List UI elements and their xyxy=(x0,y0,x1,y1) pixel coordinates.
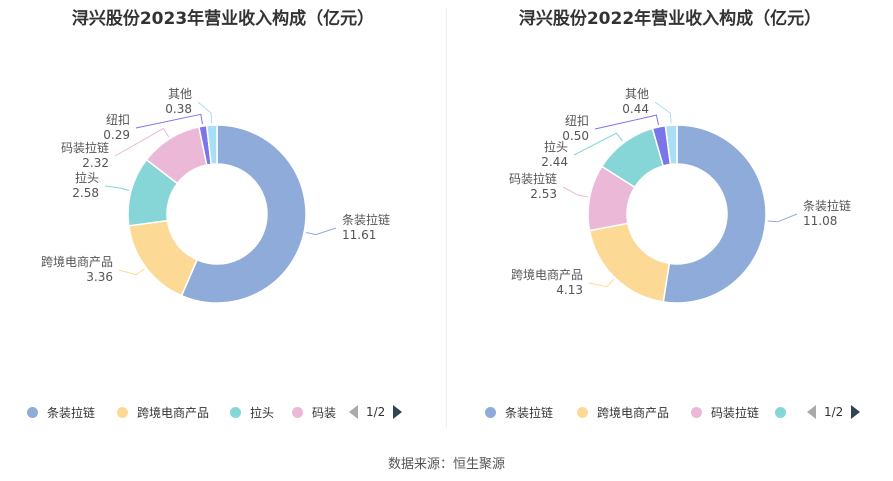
leader-line xyxy=(767,213,798,223)
chart-panel-2023: 浔兴股份2023年营业收入构成（亿元） 条装拉链 11.61 跨境电商产品 3.36 拉… xyxy=(0,0,446,430)
leader-line xyxy=(114,127,170,157)
leader-line xyxy=(573,132,623,156)
slice-value-label: 2.53 xyxy=(530,187,557,201)
legend-dot xyxy=(230,406,241,418)
legend-dot xyxy=(292,406,303,418)
slice-value-label: 3.36 xyxy=(86,270,113,284)
panel-divider xyxy=(446,8,447,428)
slice-label: 其他 xyxy=(168,87,192,101)
slice-value-label: 2.44 xyxy=(541,155,568,169)
slice-value-label: 11.61 xyxy=(342,228,376,242)
legend-dot xyxy=(485,406,496,418)
legend-label: 码装 xyxy=(312,405,337,420)
slice-label: 码装拉链 xyxy=(61,140,109,155)
slice-label: 条装拉链 xyxy=(803,198,851,213)
donut-slice[interactable] xyxy=(127,219,199,297)
chart-title-2022: 浔兴股份2022年营业收入构成（亿元） xyxy=(518,9,822,29)
slice-label: 拉头 xyxy=(544,139,568,154)
legend-item[interactable]: 拉头 xyxy=(230,402,274,422)
legend-label: 跨境电商产品 xyxy=(137,405,210,420)
leader-line xyxy=(305,227,337,236)
legend-label: 跨境电商产品 xyxy=(597,405,670,420)
slice-label: 跨境电商产品 xyxy=(41,254,113,269)
donut-slice[interactable] xyxy=(664,124,678,166)
slice-value-label: 2.58 xyxy=(72,186,99,200)
legend-2023: 条装拉链 跨境电商产品 拉头 码装 1/2 xyxy=(0,402,446,424)
pager-text: 1/2 xyxy=(366,405,386,419)
slice-value-label: 0.44 xyxy=(622,102,649,116)
legend-label: 条装拉链 xyxy=(47,405,96,420)
pager-next-icon[interactable] xyxy=(851,405,861,419)
legend-pager: 1/2 xyxy=(349,402,403,422)
legend-item[interactable]: 跨境电商产品 xyxy=(577,402,669,422)
slice-label: 码装拉链 xyxy=(509,171,557,186)
slice-label: 纽扣 xyxy=(106,113,130,127)
slice-value-label: 11.08 xyxy=(803,214,837,228)
chart-title-2023: 浔兴股份2023年营业收入构成（亿元） xyxy=(71,9,375,29)
legend-item[interactable]: 码装 xyxy=(292,402,336,422)
legend-item[interactable] xyxy=(775,402,795,422)
legend-label: 码装拉链 xyxy=(711,405,760,420)
legend-dot xyxy=(691,406,702,418)
donut-slice[interactable] xyxy=(205,124,218,166)
pager-prev-icon[interactable] xyxy=(807,405,816,419)
slice-label: 条装拉链 xyxy=(342,212,390,227)
slice-label: 拉头 xyxy=(75,170,99,185)
legend-item[interactable]: 条装拉链 xyxy=(485,402,553,422)
leader-line xyxy=(118,268,145,276)
legend-dot xyxy=(775,406,786,418)
legend-2022: 条装拉链 跨境电商产品 码装拉链 1/2 xyxy=(447,402,893,424)
pager-prev-icon[interactable] xyxy=(349,405,358,419)
legend-pager: 1/2 xyxy=(807,402,861,422)
slice-value-label: 4.13 xyxy=(556,283,583,297)
legend-dot xyxy=(577,406,588,418)
data-source-note: 数据来源：恒生聚源 xyxy=(387,457,505,472)
leader-line xyxy=(594,114,659,130)
legend-item[interactable]: 码装拉链 xyxy=(691,402,759,422)
donut-slice[interactable] xyxy=(662,124,767,304)
legend-label: 条装拉链 xyxy=(505,405,554,420)
legend-item[interactable]: 跨境电商产品 xyxy=(117,402,209,422)
legend-dot xyxy=(27,406,38,418)
slice-value-label: 0.38 xyxy=(165,102,192,116)
leader-line xyxy=(562,186,588,198)
leader-line xyxy=(104,185,130,191)
slice-label: 其他 xyxy=(625,87,649,101)
slice-value-label: 0.29 xyxy=(103,128,130,142)
pager-next-icon[interactable] xyxy=(393,405,403,419)
leader-line xyxy=(135,113,203,129)
slice-value-label: 2.32 xyxy=(82,156,109,170)
slice-value-label: 0.50 xyxy=(562,129,589,143)
leader-line xyxy=(654,101,672,124)
leader-line xyxy=(197,101,213,124)
slice-label: 跨境电商产品 xyxy=(511,267,583,282)
leader-line xyxy=(588,279,615,288)
legend-item[interactable]: 条装拉链 xyxy=(27,402,95,422)
legend-dot xyxy=(117,406,128,418)
legend-label: 拉头 xyxy=(250,405,275,420)
donut-slice[interactable] xyxy=(588,222,671,303)
chart-panel-2022: 浔兴股份2022年营业收入构成（亿元） 条装拉链 11.08 跨境电商产品 4.13 码… xyxy=(447,0,893,430)
pager-text: 1/2 xyxy=(824,405,844,419)
slice-label: 纽扣 xyxy=(565,114,589,128)
donut-slice[interactable] xyxy=(180,124,307,304)
